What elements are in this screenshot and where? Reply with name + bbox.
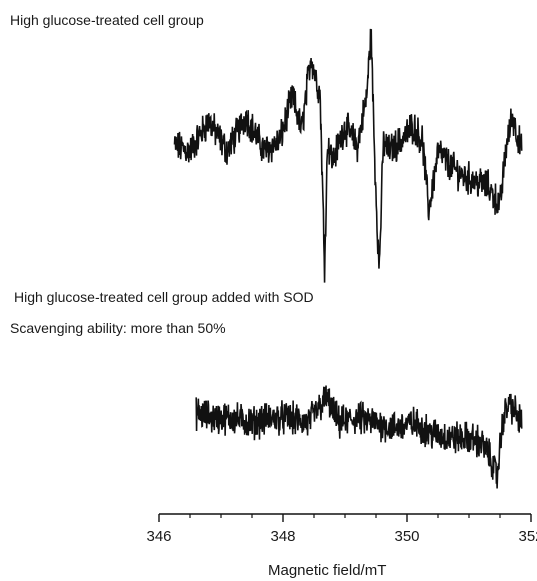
spectrum-top-plot	[173, 28, 523, 283]
series-1-label: High glucose-treated cell group	[10, 12, 204, 28]
series-2-annotation: Scavenging ability: more than 50%	[10, 320, 226, 336]
x-axis-tick-label: 346	[146, 528, 171, 545]
series-high-glucose-line	[173, 28, 523, 283]
spectrum-bottom-plot	[195, 385, 523, 489]
series-2-label: High glucose-treated cell group added wi…	[14, 289, 314, 305]
x-axis: 346 348 350 352	[146, 513, 537, 545]
x-axis-title: Magnetic field/mT	[268, 562, 387, 579]
x-axis-tick-label: 352	[518, 528, 537, 545]
series-high-glucose-sod-line	[195, 385, 523, 489]
x-axis-tick-label: 350	[394, 528, 419, 545]
x-axis-tick-label: 348	[270, 528, 295, 545]
